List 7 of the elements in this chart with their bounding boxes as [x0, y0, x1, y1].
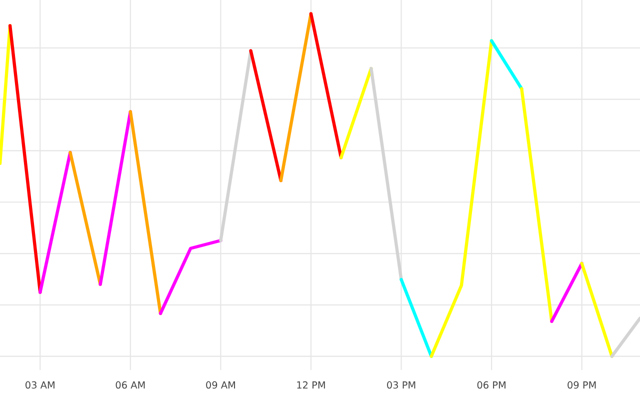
x-tick-label: 03 PM	[387, 381, 416, 389]
x-tick-label: 09 PM	[568, 381, 596, 389]
x-tick-label: 09 AM	[206, 381, 235, 389]
x-tick-label: 12 PM	[297, 381, 325, 388]
x-tick-label: 06 PM	[477, 381, 506, 389]
x-tick-label: 03 AM	[26, 381, 54, 389]
x-tick-label: 06 AM	[116, 381, 145, 389]
